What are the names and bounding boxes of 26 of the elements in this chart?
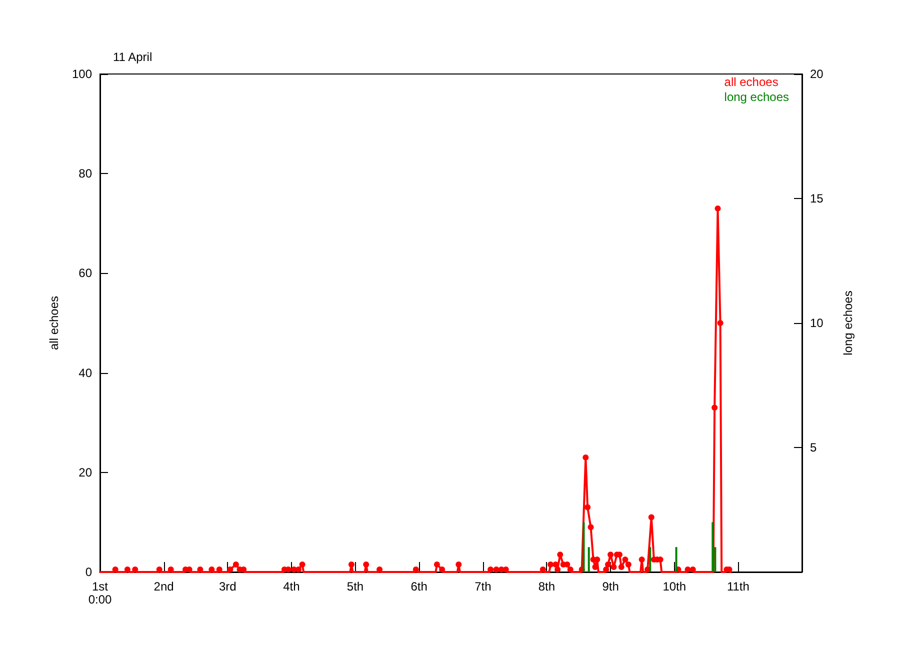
x-tick-label: 7th: [474, 580, 492, 594]
y2-tick-label: 10: [810, 316, 824, 330]
chart-title: 11 April: [113, 50, 152, 64]
x-tick-label: 6th: [410, 580, 428, 594]
y2-tick-label: 20: [810, 67, 824, 81]
x-tick-label: 2nd: [154, 580, 174, 594]
x-tick-label: 9th: [602, 580, 619, 594]
text: all echoes: [724, 75, 778, 89]
y-axis-title: all echoes: [47, 296, 61, 350]
x-tick-label: 5th: [346, 580, 364, 594]
x-tick-label: 8th: [538, 580, 556, 594]
y-tick-label: 60: [78, 266, 92, 280]
x-tick-label: 3rd: [218, 580, 236, 594]
y-tick-label: 40: [78, 366, 92, 380]
y-tick-label: 0: [85, 565, 92, 579]
x-tick-label: 1st 0:00: [88, 580, 112, 606]
y2-tick-label: 5: [810, 440, 817, 454]
y2-tick-label: 15: [810, 192, 824, 206]
y2-axis-title: long echoes: [841, 290, 855, 356]
x-tick-label: 4th: [283, 580, 300, 594]
y-tick-label: 80: [78, 166, 92, 181]
y-tick-label: 100: [72, 67, 92, 81]
y-tick-label: 20: [78, 465, 92, 480]
text: long echoes: [724, 90, 789, 104]
x-tick-label: 10th: [662, 580, 686, 594]
x-tick-label: 11th: [726, 580, 750, 594]
